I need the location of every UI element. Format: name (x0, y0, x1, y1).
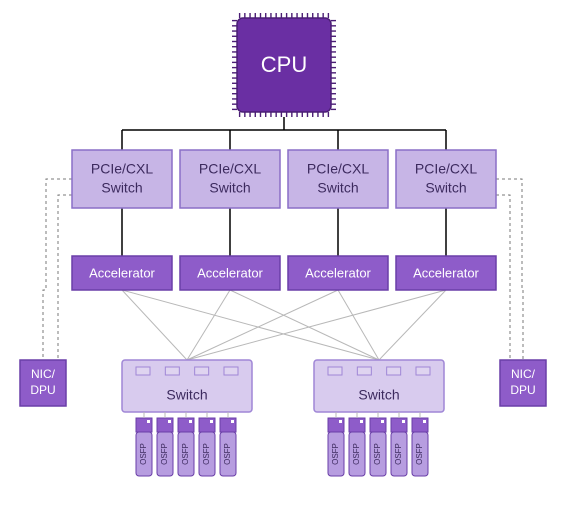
osfp-label: OSFP (331, 443, 340, 465)
accelerator: Accelerator (288, 256, 388, 290)
switch-port-icon (136, 367, 150, 375)
network-switch-label: Switch (358, 387, 399, 403)
pcie-cxl-switch: PCIe/CXL Switch (180, 150, 280, 208)
osfp-label: OSFP (352, 443, 361, 465)
nic-dpu: NIC/DPU (20, 360, 66, 406)
switch-port-icon (387, 367, 401, 375)
osfp-label: OSFP (415, 443, 424, 465)
osfp-label: OSFP (394, 443, 403, 465)
pcie-switch-label-line2: Switch (209, 180, 250, 196)
nic-label-line1: NIC/ (511, 367, 536, 381)
network-switch: Switch (122, 360, 252, 412)
osfp-module: OSFP (157, 418, 173, 476)
pcie-switch-label-line2: Switch (425, 180, 466, 196)
switch-port-icon (328, 367, 342, 375)
accelerator-label: Accelerator (305, 265, 371, 280)
cpu-chip: CPU (232, 13, 336, 117)
osfp-module: OSFP (328, 418, 344, 476)
pcie-switch-label-line1: PCIe/CXL (415, 161, 477, 177)
osfp-module: OSFP (178, 418, 194, 476)
switch-port-icon (195, 367, 209, 375)
pcie-switch-label-line1: PCIe/CXL (307, 161, 369, 177)
pcie-cxl-switch: PCIe/CXL Switch (72, 150, 172, 208)
osfp-label: OSFP (139, 443, 148, 465)
accelerator: Accelerator (72, 256, 172, 290)
pcie-cxl-switch: PCIe/CXL Switch (288, 150, 388, 208)
nic-label-line2: DPU (30, 383, 55, 397)
nic-label-line2: DPU (510, 383, 535, 397)
cpu-label: CPU (261, 52, 307, 77)
accelerator-label: Accelerator (89, 265, 155, 280)
osfp-module: OSFP (412, 418, 428, 476)
switch-port-icon (416, 367, 430, 375)
osfp-label: OSFP (181, 443, 190, 465)
network-switch: Switch (314, 360, 444, 412)
osfp-module: OSFP (349, 418, 365, 476)
accelerator-label: Accelerator (413, 265, 479, 280)
osfp-module: OSFP (199, 418, 215, 476)
switch-port-icon (357, 367, 371, 375)
osfp-label: OSFP (202, 443, 211, 465)
osfp-module: OSFP (220, 418, 236, 476)
accelerator-label: Accelerator (197, 265, 263, 280)
osfp-label: OSFP (223, 443, 232, 465)
nic-label-line1: NIC/ (31, 367, 56, 381)
osfp-label: OSFP (373, 443, 382, 465)
osfp-module: OSFP (370, 418, 386, 476)
pcie-switch-label-line1: PCIe/CXL (199, 161, 261, 177)
accelerator: Accelerator (396, 256, 496, 290)
switch-port-icon (165, 367, 179, 375)
network-switch-label: Switch (166, 387, 207, 403)
pcie-cxl-switch: PCIe/CXL Switch (396, 150, 496, 208)
osfp-module: OSFP (391, 418, 407, 476)
accelerator: Accelerator (180, 256, 280, 290)
nic-dpu: NIC/DPU (500, 360, 546, 406)
switch-port-icon (224, 367, 238, 375)
pcie-switch-label-line2: Switch (101, 180, 142, 196)
pcie-switch-label-line1: PCIe/CXL (91, 161, 153, 177)
osfp-label: OSFP (160, 443, 169, 465)
osfp-module: OSFP (136, 418, 152, 476)
pcie-switch-label-line2: Switch (317, 180, 358, 196)
